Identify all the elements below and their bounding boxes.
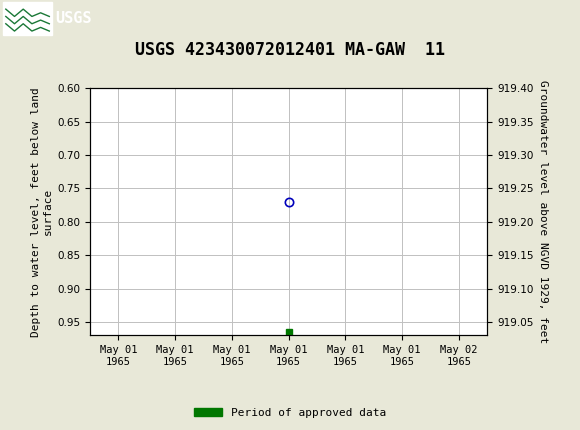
FancyBboxPatch shape: [3, 2, 52, 35]
Legend: Period of approved data: Period of approved data: [190, 403, 390, 422]
Y-axis label: Groundwater level above NGVD 1929, feet: Groundwater level above NGVD 1929, feet: [538, 80, 548, 344]
Y-axis label: Depth to water level, feet below land
surface: Depth to water level, feet below land su…: [31, 87, 53, 337]
Text: USGS: USGS: [55, 11, 92, 26]
Text: USGS 423430072012401 MA-GAW  11: USGS 423430072012401 MA-GAW 11: [135, 41, 445, 59]
